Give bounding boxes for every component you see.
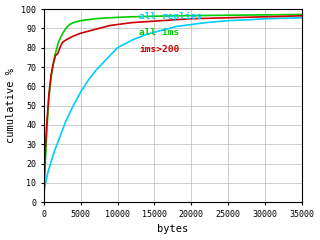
Text: all replies: all replies: [139, 12, 203, 21]
Text: all ims: all ims: [139, 28, 180, 37]
Text: ims>200: ims>200: [139, 45, 180, 54]
Y-axis label: cumulative %: cumulative %: [5, 68, 16, 143]
X-axis label: bytes: bytes: [157, 224, 188, 234]
